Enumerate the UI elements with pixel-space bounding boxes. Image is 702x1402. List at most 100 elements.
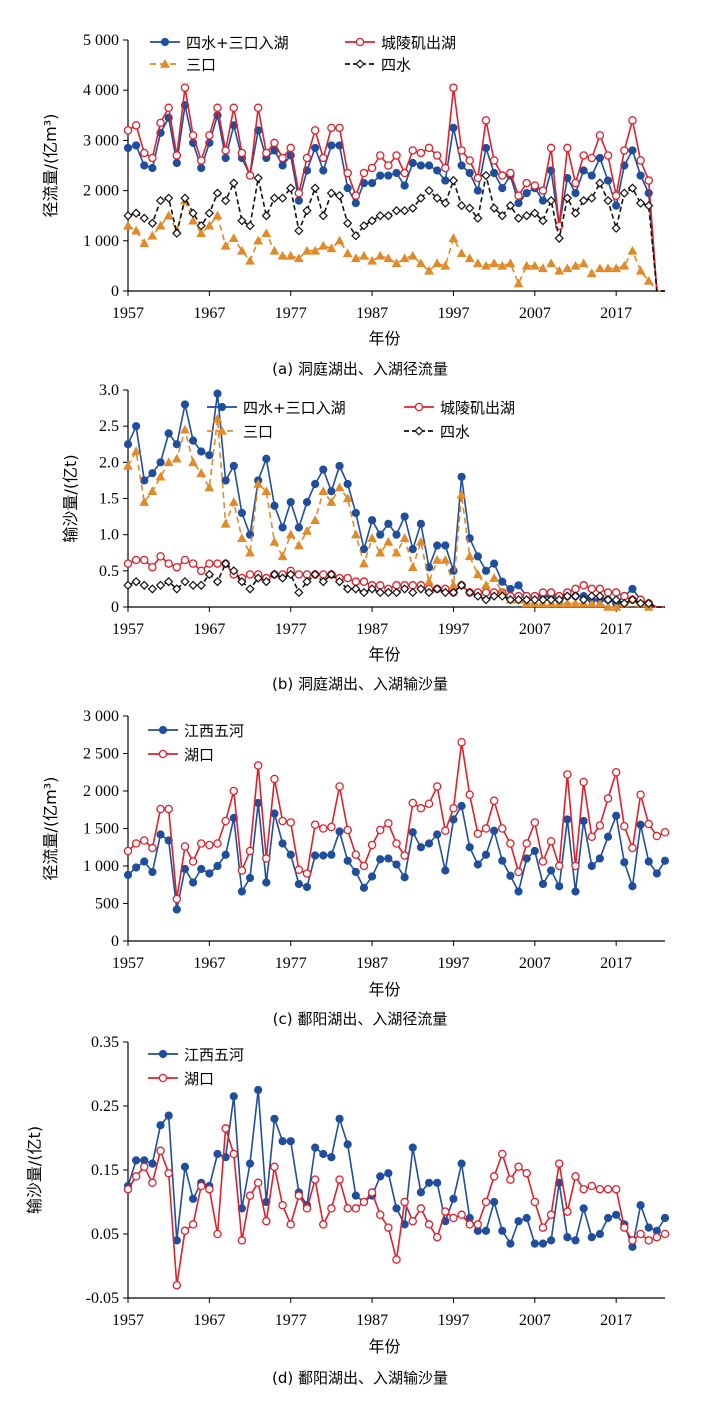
- data-point: [481, 824, 491, 833]
- data-point: [513, 278, 524, 288]
- x-tick-label: 1967: [193, 955, 225, 972]
- data-point: [432, 151, 442, 160]
- data-point: [457, 1210, 466, 1220]
- data-point: [327, 822, 336, 832]
- data-point: [562, 598, 573, 608]
- data-point: [513, 213, 524, 223]
- data-point: [277, 573, 288, 583]
- data-point: [587, 584, 597, 594]
- data-point: [530, 595, 540, 605]
- data-point: [635, 265, 646, 275]
- data-point: [237, 577, 247, 587]
- data-point: [587, 1181, 597, 1191]
- data-point: [269, 193, 280, 203]
- data-point: [156, 1121, 165, 1130]
- data-point: [595, 1184, 605, 1194]
- data-point: [156, 804, 165, 814]
- data-point: [270, 1114, 279, 1123]
- legend-item: 四水+三口入湖: [150, 34, 289, 52]
- data-point: [277, 250, 288, 260]
- data-point: [335, 827, 344, 836]
- data-point: [652, 831, 662, 841]
- y-tick-label: 1 500: [83, 821, 119, 838]
- data-point: [204, 220, 215, 230]
- data-point: [123, 220, 133, 230]
- data-point: [359, 587, 369, 598]
- data-point: [132, 863, 141, 872]
- data-point: [302, 869, 312, 878]
- data-point: [400, 873, 409, 882]
- data-point: [424, 587, 434, 598]
- data-point: [278, 161, 287, 170]
- data-point: [156, 1146, 165, 1156]
- data-point: [221, 816, 230, 826]
- data-point: [172, 228, 182, 238]
- legend-label: 四水: [381, 56, 411, 74]
- data-point: [505, 258, 516, 268]
- data-point: [376, 171, 385, 180]
- data-point: [538, 588, 548, 597]
- data-point: [269, 245, 280, 255]
- data-point: [205, 451, 214, 460]
- data-point: [472, 258, 483, 268]
- legend-marker: [158, 1073, 168, 1083]
- data-point: [448, 233, 459, 243]
- legend-item: 城陵矶出湖: [345, 34, 456, 52]
- data-point: [392, 839, 401, 848]
- data-point: [416, 843, 426, 852]
- data-point: [611, 191, 621, 200]
- data-point: [351, 231, 361, 241]
- data-point: [221, 850, 230, 859]
- data-point: [172, 905, 181, 914]
- data-point: [294, 196, 303, 205]
- data-point: [465, 168, 474, 178]
- data-point: [611, 601, 622, 611]
- x-tick-label: 1957: [112, 621, 144, 638]
- data-point: [449, 804, 458, 813]
- data-point: [172, 158, 181, 168]
- data-point: [310, 183, 320, 193]
- data-point: [196, 1181, 206, 1191]
- data-point: [449, 83, 458, 92]
- data-point: [416, 536, 426, 546]
- data-point: [636, 790, 645, 800]
- data-point: [318, 240, 329, 250]
- legend-item: 三口: [207, 423, 273, 441]
- legend-item: 四水: [345, 56, 411, 74]
- data-point: [424, 143, 434, 153]
- data-point: [489, 156, 499, 165]
- chart-caption: (c) 鄱阳湖出、入湖径流量: [273, 1010, 448, 1028]
- data-point: [229, 566, 239, 576]
- data-point: [448, 587, 459, 598]
- chart-panel-4: -0.05 0.05 0.15 0.25 0.35 1957 1967 1977 1987 199…: [25, 1034, 670, 1387]
- data-point: [384, 1223, 393, 1232]
- data-point: [408, 158, 417, 168]
- data-point: [188, 878, 198, 887]
- data-point: [603, 176, 613, 185]
- data-point: [302, 882, 312, 892]
- data-point: [123, 846, 133, 856]
- data-point: [196, 839, 206, 848]
- data-point: [498, 183, 507, 193]
- data-point: [311, 479, 320, 489]
- data-point: [180, 842, 190, 851]
- data-point: [489, 1172, 499, 1181]
- data-point: [554, 1159, 564, 1168]
- data-point: [196, 566, 206, 576]
- data-point: [579, 777, 588, 787]
- data-point: [644, 1223, 653, 1232]
- data-point: [155, 580, 166, 590]
- data-point: [188, 436, 198, 445]
- data-point: [587, 171, 596, 180]
- x-tick-label: 1967: [193, 1312, 225, 1329]
- data-point: [319, 824, 328, 833]
- data-point: [212, 210, 223, 220]
- data-point: [180, 1162, 190, 1171]
- data-point: [277, 193, 288, 203]
- data-point: [302, 245, 312, 255]
- series-4: [123, 170, 665, 292]
- data-point: [131, 121, 141, 130]
- data-point: [180, 577, 190, 587]
- data-point: [392, 151, 401, 160]
- y-tick-label: 3.0: [99, 382, 119, 399]
